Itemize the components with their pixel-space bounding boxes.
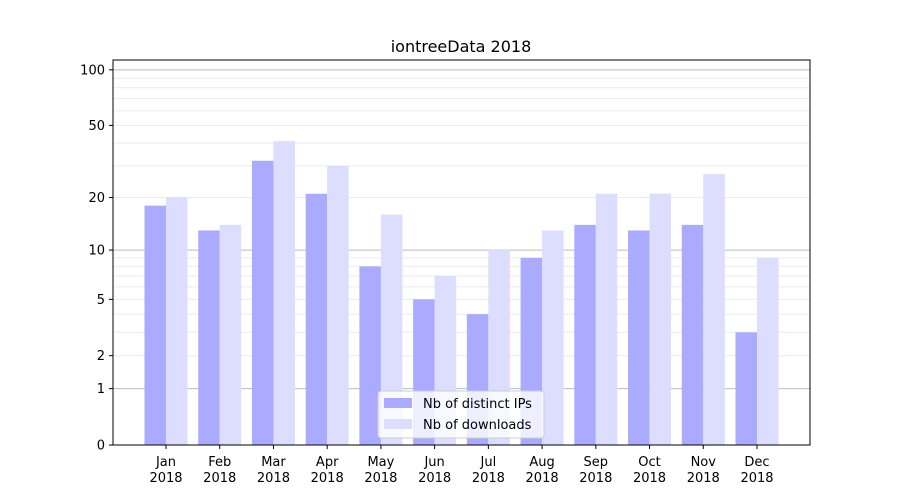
x-tick-label: 2018	[203, 471, 236, 486]
bar-downloads	[273, 141, 295, 445]
legend-label-ips: Nb of distinct IPs	[423, 397, 532, 412]
x-tick-label: 2018	[257, 471, 290, 486]
y-tick-label: 20	[88, 191, 105, 206]
y-tick-label: 50	[88, 119, 105, 134]
bar-downloads	[649, 193, 672, 445]
bar-ips	[198, 230, 220, 445]
x-tick-label: Jan	[155, 455, 176, 470]
bar-downloads	[542, 230, 564, 445]
x-tick-label: 2018	[472, 471, 505, 486]
bar-ips	[628, 230, 650, 445]
legend-label-downloads: Nb of downloads	[423, 418, 532, 433]
bar-ips	[735, 332, 757, 445]
y-tick-label: 2	[97, 349, 105, 364]
axes-frame	[112, 59, 811, 446]
x-tick-label: Feb	[208, 455, 231, 470]
bar-downloads	[380, 214, 403, 445]
legend-swatch-downloads	[384, 419, 412, 429]
y-tick-label: 10	[88, 244, 105, 259]
bar-ips	[144, 205, 166, 445]
y-tick-label: 1	[97, 382, 105, 397]
bar-downloads	[166, 197, 188, 445]
x-tick-label: Nov	[691, 455, 717, 470]
x-tick-label: Apr	[316, 455, 339, 470]
x-tick-label: 2018	[633, 471, 666, 486]
x-tick-label: Sep	[584, 455, 609, 470]
x-tick-label: 2018	[364, 471, 397, 486]
x-tick-label: Aug	[529, 455, 554, 470]
chart-title: iontreeData 2018	[391, 37, 532, 56]
x-tick-label: Jun	[423, 455, 444, 470]
x-tick-label: May	[367, 455, 394, 470]
bar-ips	[359, 266, 381, 445]
x-tick-label: 2018	[149, 471, 182, 486]
y-axis: 0 1 2 5 10 20 50 100	[80, 63, 113, 454]
x-axis: Jan2018Feb2018Mar2018Apr2018May2018Jun20…	[149, 445, 774, 486]
x-tick-label: 2018	[526, 471, 559, 486]
bar-downloads	[595, 193, 618, 445]
x-tick-label: Jul	[480, 455, 497, 470]
bar-ips	[574, 224, 596, 445]
bar-downloads	[219, 224, 242, 445]
bar-ips	[305, 193, 328, 445]
bar-ips	[681, 224, 704, 445]
x-tick-label: Oct	[638, 455, 660, 470]
x-tick-label: 2018	[311, 471, 344, 486]
bar-downloads	[757, 257, 779, 445]
x-tick-label: Mar	[261, 455, 286, 470]
y-tick-label: 100	[80, 63, 105, 78]
x-tick-label: 2018	[418, 471, 451, 486]
legend-swatch-ips	[384, 398, 412, 408]
bar-downloads	[327, 165, 349, 445]
bar-ips	[251, 160, 274, 445]
legend: Nb of distinct IPs Nb of downloads	[377, 390, 545, 439]
x-tick-label: 2018	[579, 471, 612, 486]
x-tick-label: 2018	[687, 471, 720, 486]
bar-downloads	[703, 174, 725, 445]
y-tick-label: 5	[97, 293, 105, 308]
x-tick-label: Dec	[744, 455, 769, 470]
legend-box	[377, 390, 545, 439]
x-tick-label: 2018	[740, 471, 773, 486]
y-tick-label: 0	[97, 439, 105, 454]
